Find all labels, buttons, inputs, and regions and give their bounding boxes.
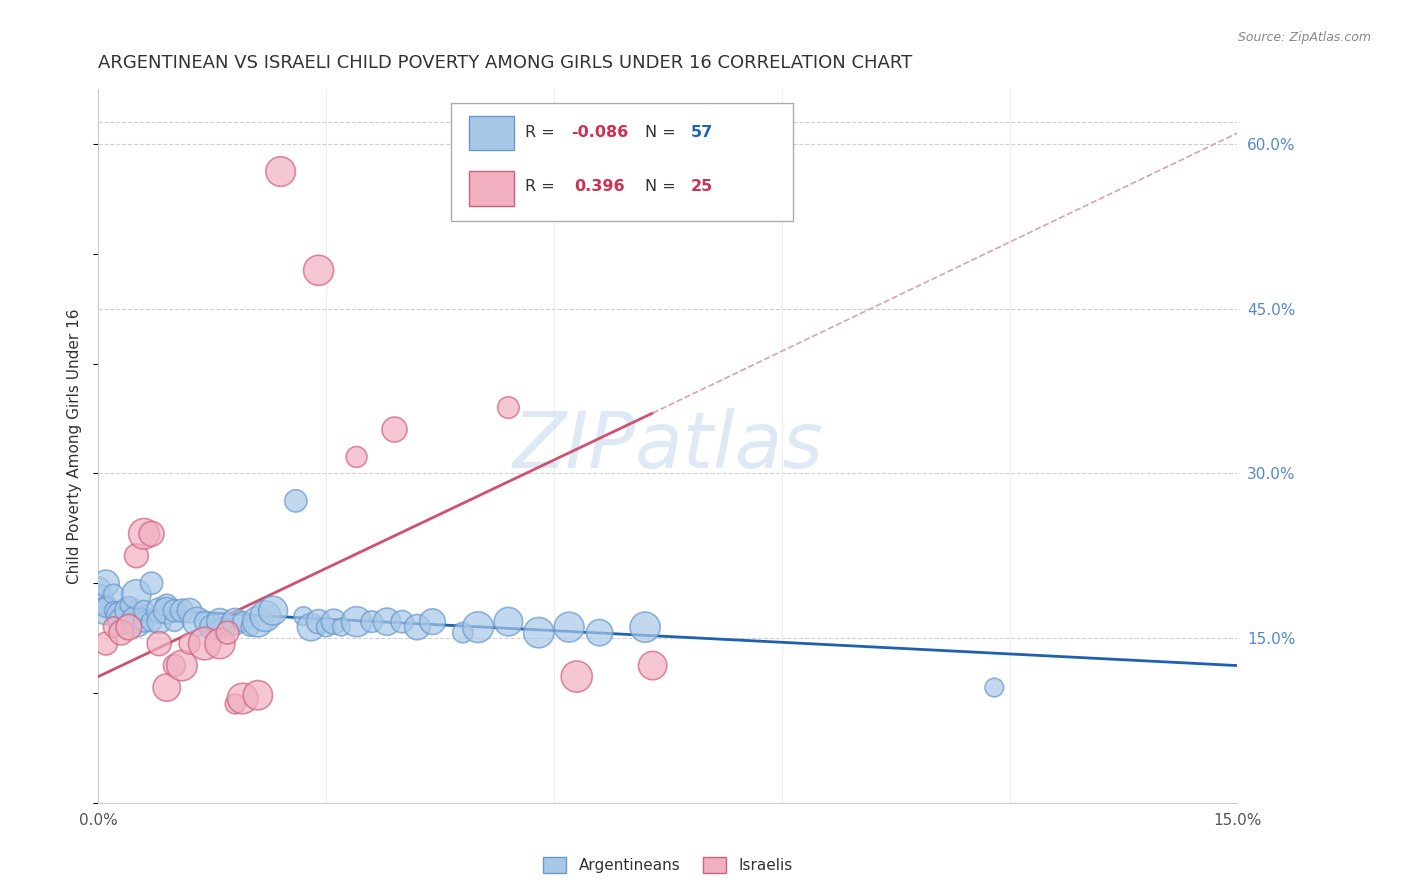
Point	[284, 494, 307, 508]
Point	[103, 587, 125, 601]
Text: -0.086: -0.086	[571, 125, 628, 139]
Point	[422, 615, 444, 629]
Point	[451, 625, 474, 640]
Point	[156, 604, 179, 618]
Point	[163, 604, 186, 618]
Point	[148, 604, 170, 618]
Point	[118, 598, 141, 612]
Point	[217, 625, 239, 640]
Point	[87, 582, 110, 596]
Text: ARGENTINEAN VS ISRAELI CHILD POVERTY AMONG GIRLS UNDER 16 CORRELATION CHART: ARGENTINEAN VS ISRAELI CHILD POVERTY AMO…	[98, 54, 912, 72]
Point	[208, 637, 231, 651]
Point	[110, 615, 132, 629]
Point	[118, 620, 141, 634]
Text: ZIPatlas: ZIPatlas	[512, 408, 824, 484]
Point	[132, 615, 155, 629]
Point	[384, 423, 406, 437]
Text: R =: R =	[526, 125, 561, 139]
Point	[94, 637, 117, 651]
Point	[308, 263, 330, 277]
Point	[406, 620, 429, 634]
Point	[292, 609, 315, 624]
Point	[246, 688, 269, 702]
Point	[170, 658, 193, 673]
Point	[246, 615, 269, 629]
Point	[132, 604, 155, 618]
Text: 25: 25	[690, 179, 713, 194]
Point	[141, 576, 163, 591]
Point	[270, 164, 292, 178]
Point	[498, 615, 520, 629]
Point	[94, 604, 117, 618]
Point	[641, 658, 664, 673]
Point	[170, 604, 193, 618]
Point	[330, 620, 353, 634]
Point	[94, 600, 117, 615]
Point	[141, 526, 163, 541]
Point	[315, 620, 337, 634]
Point	[224, 697, 246, 711]
Point	[467, 620, 489, 634]
Point	[391, 615, 413, 629]
Point	[94, 576, 117, 591]
Point	[346, 450, 368, 464]
Point	[110, 609, 132, 624]
Point	[163, 658, 186, 673]
Point	[232, 691, 254, 706]
Point	[232, 615, 254, 629]
Point	[375, 615, 398, 629]
Point	[148, 637, 170, 651]
Legend: Argentineans, Israelis: Argentineans, Israelis	[536, 849, 800, 880]
Point	[565, 669, 588, 683]
FancyBboxPatch shape	[468, 171, 515, 205]
Text: 0.396: 0.396	[575, 179, 626, 194]
Point	[558, 620, 581, 634]
Point	[299, 620, 322, 634]
Point	[217, 620, 239, 634]
Point	[156, 598, 179, 612]
Point	[527, 625, 550, 640]
Point	[194, 637, 217, 651]
Point	[163, 615, 186, 629]
Point	[346, 615, 368, 629]
Point	[186, 615, 208, 629]
Point	[498, 401, 520, 415]
Point	[322, 615, 344, 629]
FancyBboxPatch shape	[468, 116, 515, 150]
Point	[141, 615, 163, 629]
Point	[125, 549, 148, 563]
Point	[179, 604, 201, 618]
Text: Source: ZipAtlas.com: Source: ZipAtlas.com	[1237, 31, 1371, 45]
Point	[125, 615, 148, 629]
Text: R =: R =	[526, 179, 565, 194]
FancyBboxPatch shape	[451, 103, 793, 221]
Point	[103, 604, 125, 618]
Point	[125, 587, 148, 601]
Point	[110, 625, 132, 640]
Point	[118, 604, 141, 618]
Point	[148, 615, 170, 629]
Point	[239, 620, 262, 634]
Point	[156, 681, 179, 695]
Point	[588, 625, 610, 640]
Text: N =: N =	[645, 179, 681, 194]
Point	[254, 609, 277, 624]
Point	[201, 620, 224, 634]
Point	[634, 620, 657, 634]
Point	[262, 604, 284, 618]
Point	[132, 526, 155, 541]
Point	[983, 681, 1005, 695]
Point	[103, 620, 125, 634]
Point	[87, 592, 110, 607]
Point	[194, 615, 217, 629]
Text: N =: N =	[645, 125, 681, 139]
Point	[179, 637, 201, 651]
Point	[308, 615, 330, 629]
Point	[208, 615, 231, 629]
Y-axis label: Child Poverty Among Girls Under 16: Child Poverty Among Girls Under 16	[67, 309, 83, 583]
Point	[224, 615, 246, 629]
Point	[360, 615, 382, 629]
Text: 57: 57	[690, 125, 713, 139]
